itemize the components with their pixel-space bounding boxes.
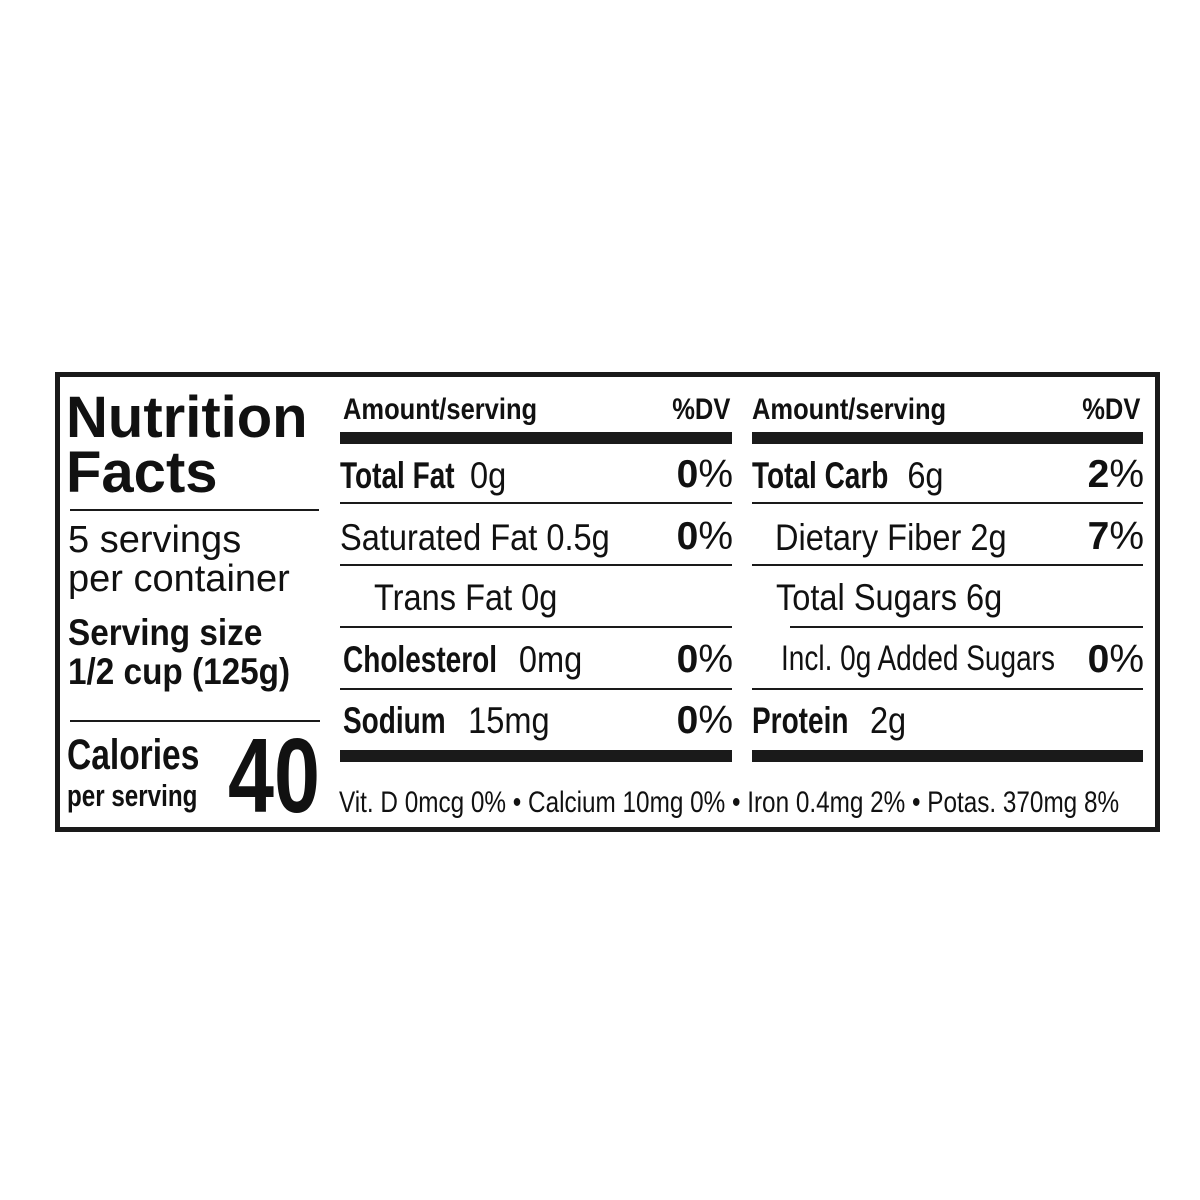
divider xyxy=(340,688,732,690)
dv-total-fat: 0% xyxy=(676,453,733,496)
row-total-fat: Total Fat 0g xyxy=(340,455,507,496)
dv-cholesterol: 0% xyxy=(676,638,733,681)
title-facts: Facts xyxy=(66,440,218,505)
calories-sub: per serving xyxy=(67,778,198,813)
row-added-sugars: Incl. 0g Added Sugars xyxy=(781,639,1055,678)
header-amount-right: Amount/serving xyxy=(752,393,947,426)
divider xyxy=(752,688,1143,690)
dv-dietary-fiber: 7% xyxy=(1087,515,1144,558)
divider xyxy=(752,564,1143,566)
nutrition-facts-panel xyxy=(55,372,1160,832)
calories-label: Calories xyxy=(67,731,200,779)
divider xyxy=(70,509,319,511)
header-dv-right: %DV xyxy=(1081,393,1140,426)
vitamins-minerals: Vit. D 0mcg 0% • Calcium 10mg 0% • Iron … xyxy=(339,786,1120,819)
divider xyxy=(70,720,320,722)
servings-per-container-2: per container xyxy=(68,558,290,600)
servings-per-container: 5 servings xyxy=(68,519,242,561)
row-trans-fat: Trans Fat 0g xyxy=(374,577,558,618)
serving-size-label: Serving size xyxy=(68,612,263,653)
divider xyxy=(340,626,732,628)
row-cholesterol: Cholesterol 0mg xyxy=(343,639,583,680)
dv-added-sugars: 0% xyxy=(1087,638,1144,681)
title-nutrition: Nutrition xyxy=(66,385,308,450)
row-dietary-fiber: Dietary Fiber 2g xyxy=(775,517,1007,558)
thick-bar xyxy=(752,750,1143,762)
dv-sodium: 0% xyxy=(676,699,733,742)
dv-saturated-fat: 0% xyxy=(676,515,733,558)
divider xyxy=(340,502,732,504)
calories-value: 40 xyxy=(228,717,320,835)
dv-total-carb: 2% xyxy=(1087,453,1144,496)
row-saturated-fat: Saturated Fat 0.5g xyxy=(340,517,610,558)
header-amount: Amount/serving xyxy=(343,393,538,426)
divider xyxy=(752,502,1143,504)
divider xyxy=(790,626,1143,628)
header-dv: %DV xyxy=(671,393,730,426)
row-total-sugars: Total Sugars 6g xyxy=(776,577,1003,618)
thick-bar xyxy=(752,432,1143,444)
row-sodium: Sodium 15mg xyxy=(343,700,550,741)
thick-bar xyxy=(340,432,732,444)
thick-bar xyxy=(340,750,732,762)
divider xyxy=(340,564,732,566)
serving-size-value: 1/2 cup (125g) xyxy=(68,651,291,692)
row-protein: Protein 2g xyxy=(752,700,907,741)
row-total-carb: Total Carb 6g xyxy=(752,455,944,496)
